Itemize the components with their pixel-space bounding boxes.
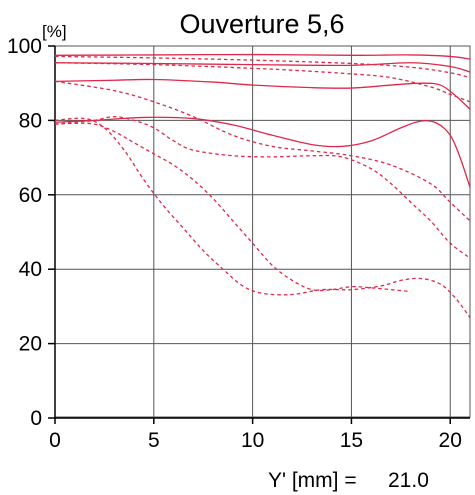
- y-tick-label: 100: [7, 35, 42, 58]
- dashed-mtf-line-9: [54, 117, 471, 318]
- solid-mtf-line-5: [54, 78, 471, 110]
- tick-labels: 0 5 10 15 20 0 20 40 60 80 100: [7, 35, 462, 452]
- solid-mtf-line-3: [54, 62, 471, 73]
- solid-mtf-line-7: [54, 116, 471, 188]
- dashed-mtf-line-10: [54, 116, 471, 259]
- dashed-mtf-line-8: [54, 122, 411, 293]
- plot-frame: [54, 45, 471, 418]
- y-tick-label: 40: [19, 258, 42, 281]
- footer-label: Y' [mm] =: [268, 469, 357, 492]
- solid-mtf-line-1: [54, 53, 471, 60]
- y-tick-label: 60: [19, 184, 42, 207]
- y-tick-label: 0: [30, 407, 42, 430]
- grid: [54, 45, 470, 419]
- x-tick-label: 0: [49, 429, 61, 452]
- series-group: [54, 53, 471, 318]
- y-tick-label: 20: [19, 333, 42, 356]
- x-tick-label: 10: [241, 429, 264, 452]
- x-tick-label: 20: [439, 429, 462, 452]
- dashed-mtf-line-4: [54, 62, 471, 103]
- dashed-mtf-line-6: [54, 80, 471, 222]
- dashed-mtf-line-2: [54, 55, 471, 79]
- chart-title: Ouverture 5,6: [179, 9, 344, 39]
- y-tick-label: 80: [19, 109, 42, 132]
- footer-value: 21.0: [388, 469, 429, 492]
- x-tick-label: 5: [148, 429, 160, 452]
- y-axis-unit-label: [%]: [42, 22, 67, 41]
- x-tick-label: 15: [340, 429, 363, 452]
